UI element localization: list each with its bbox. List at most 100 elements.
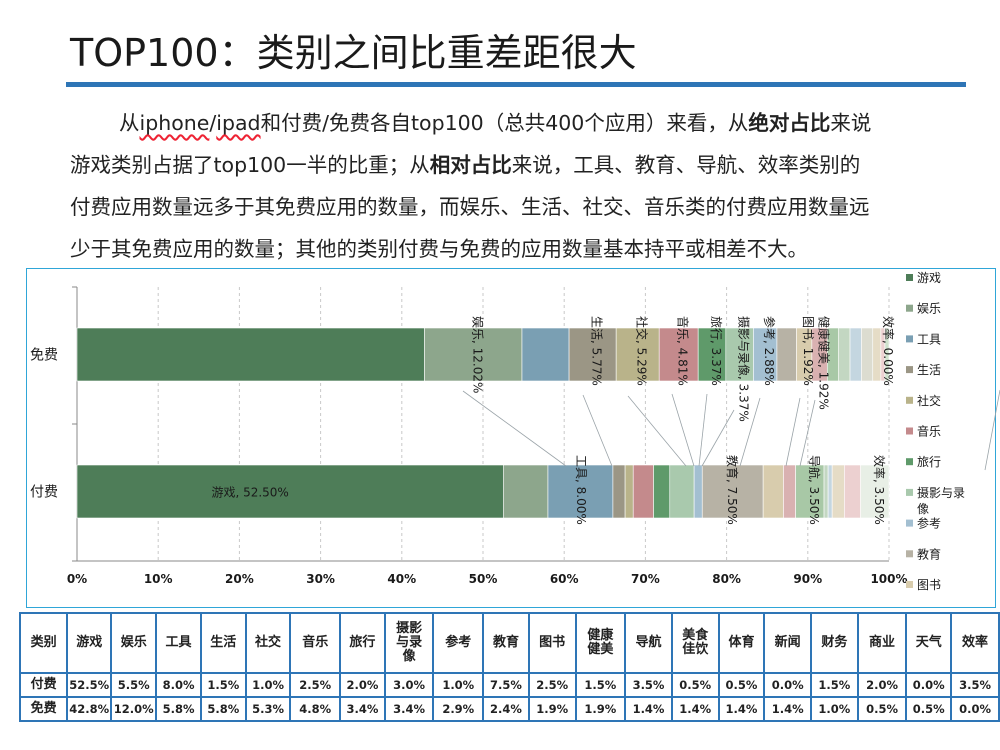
table-header-cell: 体育 — [717, 612, 766, 674]
title-underline — [66, 82, 966, 87]
table-cell: 0.5% — [717, 672, 766, 698]
leader-line — [627, 395, 687, 467]
legend-label: 生活 — [917, 363, 941, 377]
data-label: 娱乐, 12.02% — [470, 316, 484, 393]
y-category-label: 免费 — [30, 348, 58, 364]
x-tick-label: 10% — [144, 572, 173, 586]
bar-segment — [669, 464, 695, 519]
bar-segment — [632, 464, 654, 519]
intro-text-segment: 来说 — [830, 111, 872, 135]
table-cell: 2.4% — [482, 696, 530, 722]
table-cell: 2.0% — [856, 672, 908, 698]
bar-segment — [776, 327, 797, 382]
bar-segment — [547, 464, 614, 519]
legend-swatch — [906, 366, 913, 374]
legend-label: 音乐 — [917, 424, 941, 439]
bar-segment — [424, 327, 523, 382]
bar-segment — [861, 327, 874, 382]
intro-text-segment: ipad — [216, 111, 261, 135]
legend-label: 旅行 — [917, 455, 941, 469]
x-tick-label: 60% — [550, 572, 579, 586]
table-header-cell: 游戏 — [66, 612, 113, 674]
intro-text-segment: 和付费/免费各自top100（总共400个应用）来看，从 — [260, 111, 749, 135]
table-cell: 免费 — [18, 696, 69, 722]
intro-line-1: 从iphone/ipad和付费/免费各自top100（总共400个应用）来看，从… — [70, 102, 990, 144]
bar-segment — [860, 464, 890, 519]
table-header-cell: 旅行 — [339, 612, 386, 674]
table-cell: 1.9% — [527, 696, 577, 722]
table-header-cell: 教育 — [482, 612, 530, 674]
bar-segment — [849, 327, 862, 382]
intro-text-segment: 少于其免费应用的数量；其他的类别付费与免费的应用数量基本持平或相差不大。 — [70, 237, 808, 261]
bar-segment — [568, 327, 617, 382]
y-category-label: 付费 — [30, 485, 58, 501]
x-tick-label: 20% — [225, 572, 254, 586]
legend-swatch — [906, 274, 913, 281]
leader-line — [739, 397, 761, 467]
legend-label: 像 — [917, 502, 929, 516]
table-cell: 0.0% — [905, 672, 953, 698]
bar-segment — [615, 327, 660, 382]
intro-line-2: 游戏类别占据了top100一半的比重；从相对占比来说，工具、教育、导航、效率类别… — [70, 144, 990, 186]
legend-label: 参考 — [917, 516, 941, 531]
intro-text-segment: iphone — [139, 111, 210, 135]
bar-segment — [693, 464, 703, 519]
legend-swatch — [906, 488, 913, 496]
table-cell: 3.4% — [383, 696, 435, 722]
bar-segment — [872, 327, 882, 382]
legend-swatch — [906, 427, 913, 435]
table-header-cell: 导航 — [624, 612, 673, 674]
bar-segment — [612, 464, 626, 519]
intro-text-segment: / — [209, 111, 217, 135]
table-cell: 2.9% — [432, 696, 485, 722]
table-cell: 0.5% — [856, 696, 908, 722]
table-cell: 2.5% — [527, 672, 577, 698]
table-cell: 付费 — [18, 672, 69, 698]
bar-segment — [76, 464, 504, 519]
legend-swatch — [906, 581, 913, 588]
leader-line — [462, 390, 567, 467]
leader-line — [785, 397, 801, 467]
table-cell: 3.0% — [383, 672, 435, 698]
leader-line — [582, 394, 613, 467]
legend-swatch — [906, 335, 913, 343]
intro-line-4: 少于其免费应用的数量；其他的类别付费与免费的应用数量基本持平或相差不大。 — [70, 228, 990, 270]
table-cell: 1.9% — [574, 696, 627, 722]
table-header-cell: 财务 — [810, 612, 859, 674]
data-label: 生活, 5.77% — [590, 316, 604, 386]
table-cell: 5.5% — [110, 672, 158, 698]
table-cell: 1.5% — [574, 672, 627, 698]
table-cell: 0.0% — [763, 672, 813, 698]
legend-swatch — [906, 519, 913, 527]
legend-label: 社交 — [917, 393, 941, 408]
legend-swatch — [906, 304, 913, 312]
data-label: 教育, 7.50% — [725, 455, 740, 525]
table-cell: 1.0% — [810, 696, 859, 722]
bar-segment — [827, 464, 833, 519]
table-cell: 2.0% — [339, 672, 386, 698]
table-header-cell: 工具 — [155, 612, 202, 674]
table-cell: 0.0% — [950, 696, 1000, 722]
data-label: 图书, 1.92% — [801, 316, 815, 386]
leader-line — [984, 389, 1000, 471]
table-cell: 12.0% — [110, 696, 158, 722]
table-header-cell: 社交 — [244, 612, 292, 674]
bar-segment — [783, 464, 796, 519]
legend-label: 工具 — [917, 332, 941, 346]
table-cell: 1.4% — [670, 696, 720, 722]
x-tick-label: 80% — [712, 572, 741, 586]
table-cell: 7.5% — [482, 672, 530, 698]
bar-segment — [502, 464, 549, 519]
table-header-cell: 参考 — [432, 612, 485, 674]
intro-line-3: 付费应用数量远多于其免费应用的数量，而娱乐、生活、社交、音乐类的付费应用数量远 — [70, 186, 990, 228]
data-label: 社交, 5.29% — [635, 316, 650, 386]
table-cell: 1.4% — [763, 696, 813, 722]
bar-segment — [823, 464, 829, 519]
table-cell: 1.4% — [717, 696, 766, 722]
intro-paragraph: 从iphone/ipad和付费/免费各自top100（总共400个应用）来看，从… — [70, 102, 990, 270]
bar-segment — [762, 464, 784, 519]
data-label: 导航, 3.50% — [807, 455, 822, 525]
table-cell: 1.5% — [199, 672, 247, 698]
leader-line — [698, 393, 708, 467]
